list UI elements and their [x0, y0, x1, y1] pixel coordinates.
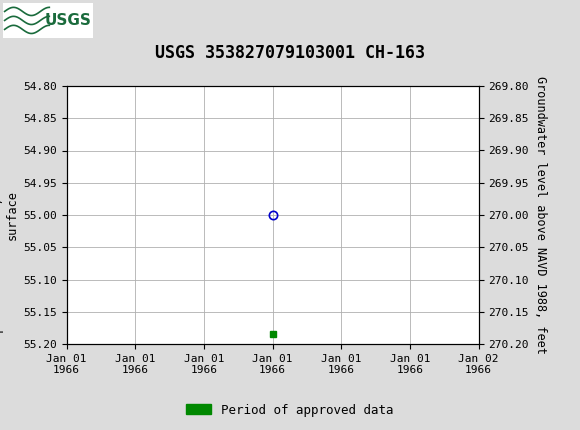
Legend: Period of approved data: Period of approved data: [181, 399, 399, 421]
Y-axis label: Groundwater level above NAVD 1988, feet: Groundwater level above NAVD 1988, feet: [534, 76, 548, 354]
Bar: [3, 3, 93, 37]
Text: USGS 353827079103001 CH-163: USGS 353827079103001 CH-163: [155, 44, 425, 62]
Text: USGS: USGS: [45, 13, 92, 28]
Y-axis label: Depth to water level, feet below land
surface: Depth to water level, feet below land su…: [0, 83, 19, 347]
